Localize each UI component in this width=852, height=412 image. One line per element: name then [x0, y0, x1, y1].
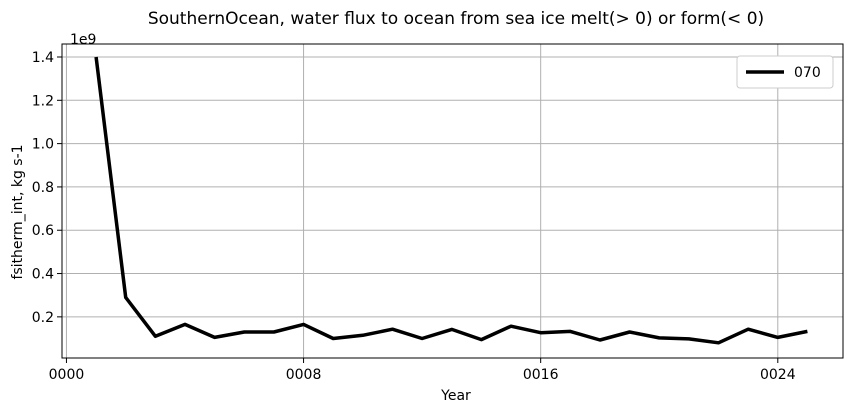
legend-box — [736, 55, 834, 89]
y-tick-label: 1.0 — [32, 137, 54, 153]
chart-title: SouthernOcean, water flux to ocean from … — [148, 9, 764, 29]
legend: 070 — [736, 55, 834, 89]
plot-frame — [61, 43, 844, 359]
y-tick-label: 1.2 — [32, 93, 54, 109]
legend-label-070: 070 — [794, 65, 821, 81]
y-axis-offset-label: 1e9 — [70, 32, 96, 48]
y-tick-label: 1.4 — [32, 50, 54, 66]
x-tick-label: 0000 — [49, 367, 85, 383]
grid — [62, 44, 843, 358]
y-tick-label: 0.4 — [32, 267, 54, 283]
y-axis-label: fsitherm_int, kg s-1 — [10, 144, 26, 279]
x-tick-label: 0016 — [523, 367, 559, 383]
x-axis-label: Year — [440, 388, 471, 404]
x-tick-label: 0008 — [286, 367, 322, 383]
x-tick-label: 0024 — [760, 367, 796, 383]
x-axis-ticks: 0000 0008 0016 0024 — [49, 358, 796, 383]
y-tick-label: 0.6 — [32, 223, 54, 239]
y-axis-ticks: 0.2 0.4 0.6 0.8 1.0 1.2 1.4 — [32, 50, 62, 326]
y-tick-label: 0.2 — [32, 310, 54, 326]
series-layer — [94, 56, 808, 345]
y-tick-label: 0.8 — [32, 180, 54, 196]
